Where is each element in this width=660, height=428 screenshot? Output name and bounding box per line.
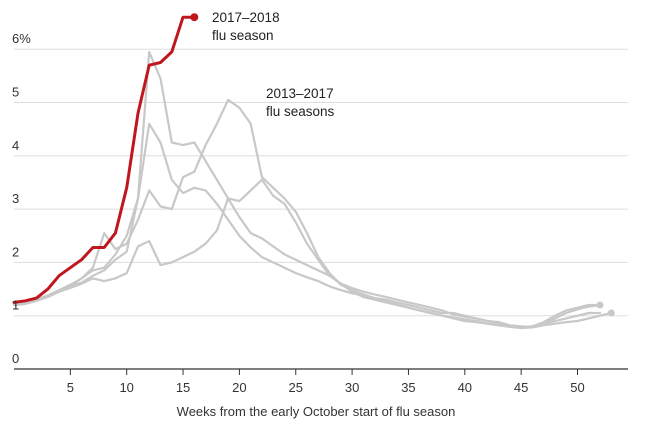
end-marker-past-season-4 [607,309,615,317]
y-tick-label: 4 [12,138,19,153]
x-tick-label: 35 [401,380,415,395]
annotation-current-line1: 2017–2018 [212,10,280,25]
x-tick-label: 5 [67,380,74,395]
x-tick-label: 40 [458,380,472,395]
y-tick-label: 6% [12,31,31,46]
series-line-past-season-2 [12,98,602,329]
series-group [12,13,615,330]
series-line-past-season-4 [12,50,613,329]
x-tick-label: 30 [345,380,359,395]
x-axis-label: Weeks from the early October start of fl… [177,404,456,419]
y-tick-label: 1 [12,298,19,313]
x-tick-label: 15 [176,380,190,395]
x-tick-label: 10 [119,380,133,395]
y-tick-label: 3 [12,191,19,206]
x-tick-label: 20 [232,380,246,395]
x-tick-label: 25 [289,380,303,395]
annotation-past-line1: 2013–2017 [266,86,334,101]
x-axis [14,368,628,375]
x-tick-label: 50 [570,380,584,395]
grid-lines [14,48,628,317]
series-line-past-season-1 [12,122,602,330]
x-tick-label: 45 [514,380,528,395]
y-tick-label: 5 [12,85,19,100]
y-tick-label: 0 [12,351,19,366]
series-line-2017-2018 [12,15,196,304]
labels-group: Weeks from the early October start of fl… [12,10,585,419]
annotation-past-line2: flu seasons [266,104,335,119]
y-tick-label: 2 [12,244,19,259]
series-line-past-season-3 [12,178,602,329]
annotation-current-line2: flu season [212,28,274,43]
end-marker-2017-2018 [190,13,199,22]
